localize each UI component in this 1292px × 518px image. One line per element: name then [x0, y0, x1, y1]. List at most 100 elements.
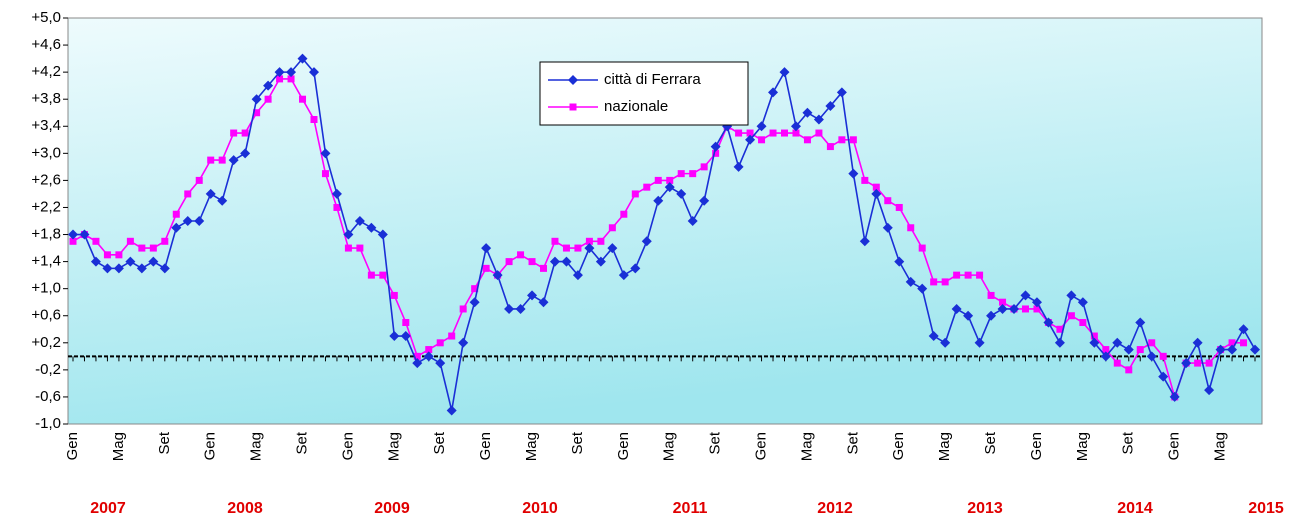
point: [469, 297, 480, 308]
point: [574, 244, 582, 252]
point: [1192, 337, 1203, 348]
point: [700, 163, 708, 171]
point: [287, 75, 295, 83]
point: [1135, 317, 1146, 328]
point: [618, 270, 629, 281]
point: [987, 291, 995, 299]
point: [356, 244, 364, 252]
legend-label: nazionale: [604, 98, 668, 115]
point: [746, 129, 754, 137]
point: [689, 170, 697, 178]
point: [126, 237, 134, 245]
point: [836, 87, 847, 98]
point: [630, 263, 641, 274]
point: [803, 136, 811, 144]
x-tick-label: Gen: [339, 432, 356, 460]
point: [412, 358, 423, 369]
point: [102, 263, 113, 274]
point: [780, 129, 788, 137]
point: [1227, 344, 1238, 355]
point: [940, 337, 951, 348]
point: [492, 270, 503, 281]
point: [999, 298, 1007, 306]
point: [790, 121, 801, 132]
point: [802, 107, 813, 118]
point: [894, 256, 905, 267]
point: [92, 237, 100, 245]
point: [366, 222, 377, 233]
point: [813, 114, 824, 125]
point: [699, 195, 710, 206]
point: [1090, 332, 1098, 340]
point: [1205, 359, 1213, 367]
point: [218, 156, 226, 164]
point: [664, 182, 675, 193]
x-tick-label: Set: [431, 431, 448, 454]
point: [1043, 317, 1054, 328]
y-tick-label: +0,2: [31, 334, 61, 351]
point: [230, 129, 238, 137]
point: [677, 170, 685, 178]
x-tick-label: Set: [1120, 431, 1137, 454]
point: [517, 251, 525, 259]
y-tick-label: +2,2: [31, 198, 61, 215]
point: [963, 310, 974, 321]
point: [768, 87, 779, 98]
point: [240, 148, 251, 159]
point: [585, 237, 593, 245]
point: [205, 188, 216, 199]
point: [459, 305, 467, 313]
point: [286, 67, 297, 78]
point: [1021, 305, 1029, 313]
point: [1228, 339, 1236, 347]
point: [861, 176, 869, 184]
x-tick-label: Gen: [615, 432, 632, 460]
y-tick-label: +3,4: [31, 117, 61, 134]
point: [918, 244, 926, 252]
point: [561, 256, 572, 267]
y-tick-label: +4,2: [31, 63, 61, 80]
year-label: 2014: [1117, 500, 1153, 517]
point: [1238, 324, 1249, 335]
point: [68, 229, 78, 240]
point: [745, 134, 756, 145]
point: [735, 129, 743, 137]
point: [1054, 337, 1065, 348]
year-label: 2010: [522, 500, 558, 517]
year-label: 2013: [967, 500, 1003, 517]
y-tick-label: +4,6: [31, 36, 61, 53]
point: [207, 156, 215, 164]
y-tick-label: +1,8: [31, 226, 61, 243]
point: [482, 264, 490, 272]
point: [1181, 358, 1192, 369]
year-label: 2007: [90, 500, 126, 517]
point: [103, 251, 111, 259]
point: [400, 331, 411, 342]
point: [182, 216, 193, 226]
point: [310, 116, 318, 123]
point: [986, 310, 997, 321]
point: [390, 291, 398, 299]
x-tick-label: Mag: [248, 432, 265, 461]
point: [1020, 290, 1031, 301]
x-tick-label: Mag: [1212, 432, 1229, 461]
point: [299, 95, 307, 103]
x-tick-label: Mag: [110, 432, 127, 461]
point: [276, 75, 284, 83]
point: [228, 155, 239, 166]
year-label: 2012: [817, 500, 853, 517]
point: [976, 271, 984, 279]
point: [171, 222, 182, 233]
y-tick-label: -0,2: [35, 361, 61, 378]
point: [538, 297, 549, 308]
point: [138, 244, 146, 252]
point: [195, 176, 203, 184]
point: [471, 285, 479, 293]
point: [1159, 352, 1167, 360]
point: [643, 183, 651, 191]
point: [953, 271, 961, 279]
year-label: 2008: [227, 500, 263, 517]
point: [149, 244, 157, 252]
point: [379, 271, 387, 279]
point: [425, 346, 433, 354]
